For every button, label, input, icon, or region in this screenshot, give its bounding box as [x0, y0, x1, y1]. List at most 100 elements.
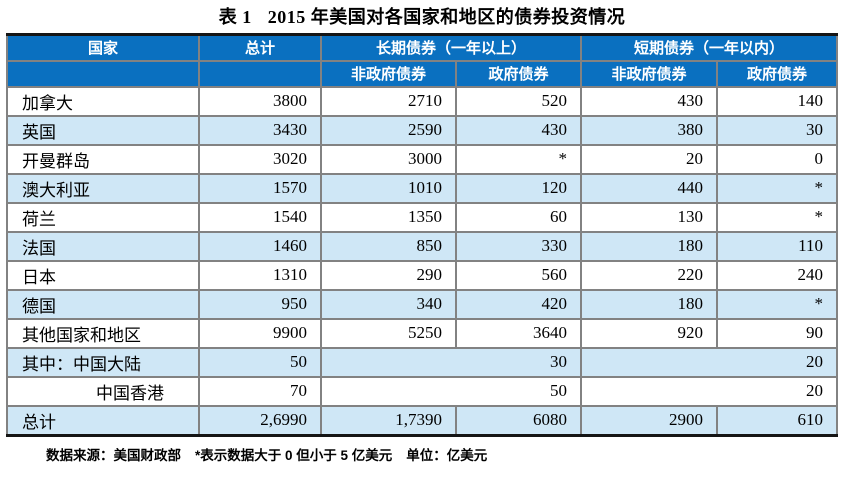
cell-st-gov: 90 [715, 317, 839, 349]
cell-country: 德国 [5, 288, 200, 320]
cell-country: 其中：中国大陆 [5, 346, 200, 378]
cell-total: 3800 [197, 85, 322, 117]
cell-total: 1540 [197, 201, 322, 233]
table-title-label: 表 1 [218, 7, 252, 27]
cell-st-gov: 30 [715, 114, 839, 146]
table-row-others: 其他国家和地区 9900 5250 3640 920 90 [5, 317, 839, 349]
cell-total: 1310 [197, 259, 322, 291]
table-row-australia: 澳大利亚 1570 1010 120 440 * [5, 172, 839, 204]
col-header-long-term: 长期债券（一年以上） [319, 33, 583, 62]
cell-lt-gov: 420 [454, 288, 583, 320]
cell-st-gov: 0 [715, 143, 839, 175]
cell-lt-nongov: 1350 [319, 201, 457, 233]
cell-st-nongov: 180 [580, 230, 718, 262]
cell-lt-gov: 60 [454, 201, 583, 233]
cell-st-gov: 140 [715, 85, 839, 117]
footnote-source: 数据来源：美国财政部 [46, 447, 181, 463]
cell-st-nongov: 180 [580, 288, 718, 320]
table-row-japan: 日本 1310 290 560 220 240 [5, 259, 839, 291]
cell-country: 日本 [5, 259, 200, 291]
cell-lt-nongov: 2590 [319, 114, 457, 146]
cell-country: 加拿大 [5, 85, 200, 117]
cell-st-merged: 20 [579, 346, 839, 378]
table-row-china-mainland: 其中：中国大陆 50 30 20 [5, 346, 839, 378]
cell-lt-gov: 330 [454, 230, 583, 262]
table-row-cayman: 开曼群岛 3020 3000 * 20 0 [5, 143, 839, 175]
cell-st-gov: * [715, 201, 839, 233]
table-row-canada: 加拿大 3800 2710 520 430 140 [5, 85, 839, 117]
table-footnote: 数据来源：美国财政部 *表示数据大于 0 但小于 5 亿美元 单位：亿美元 [46, 444, 844, 464]
cell-lt-nongov: 290 [319, 259, 457, 291]
cell-country: 开曼群岛 [5, 143, 200, 175]
table-row-grand-total: 总计 2,6990 1,7390 6080 2900 610 [5, 404, 839, 436]
cell-lt-nongov: 1,7390 [319, 404, 457, 436]
table-header: 国家 总计 长期债券（一年以上） 短期债券（一年以内） 非政府债券 政府债券 非… [5, 33, 839, 88]
col-header-lt-gov: 政府债券 [454, 59, 583, 88]
cell-country: 澳大利亚 [5, 172, 200, 204]
cell-total: 3430 [197, 114, 322, 146]
cell-lt-nongov: 340 [319, 288, 457, 320]
cell-st-gov: * [715, 172, 839, 204]
cell-country: 总计 [5, 404, 200, 436]
cell-lt-gov: 120 [454, 172, 583, 204]
cell-total: 3020 [197, 143, 322, 175]
cell-country: 中国香港 [5, 375, 200, 407]
cell-lt-nongov: 3000 [319, 143, 457, 175]
cell-total: 1570 [197, 172, 322, 204]
footnote-unit: 单位：亿美元 [406, 447, 488, 463]
cell-country: 法国 [5, 230, 200, 262]
col-header-lt-nongov: 非政府债券 [319, 59, 457, 88]
cell-lt-gov: * [454, 143, 583, 175]
cell-st-nongov: 920 [580, 317, 718, 349]
cell-total: 1460 [197, 230, 322, 262]
header-row-1: 国家 总计 长期债券（一年以上） 短期债券（一年以内） [5, 33, 839, 62]
cell-total: 50 [197, 346, 322, 378]
cell-st-nongov: 440 [580, 172, 718, 204]
table-title: 表 1 2015 年美国对各国家和地区的债券投资情况 [0, 0, 844, 29]
cell-country: 荷兰 [5, 201, 200, 233]
cell-st-gov: 610 [715, 404, 839, 436]
cell-lt-gov: 560 [454, 259, 583, 291]
col-header-total: 总计 [197, 33, 322, 62]
cell-total: 2,6990 [197, 404, 322, 436]
table-row-china-hongkong: 中国香港 70 50 20 [5, 375, 839, 407]
cell-st-nongov: 130 [580, 201, 718, 233]
cell-lt-gov: 6080 [454, 404, 583, 436]
cell-st-nongov: 20 [580, 143, 718, 175]
cell-total: 9900 [197, 317, 322, 349]
cell-st-nongov: 220 [580, 259, 718, 291]
cell-total: 950 [197, 288, 322, 320]
cell-st-nongov: 430 [580, 85, 718, 117]
col-header-country-blank [5, 59, 200, 88]
cell-st-gov: * [715, 288, 839, 320]
col-header-country: 国家 [5, 33, 200, 62]
cell-st-nongov: 380 [580, 114, 718, 146]
col-header-st-nongov: 非政府债券 [580, 59, 718, 88]
table-row-france: 法国 1460 850 330 180 110 [5, 230, 839, 262]
col-header-short-term: 短期债券（一年以内） [579, 33, 839, 62]
cell-st-merged: 20 [579, 375, 839, 407]
table-row-uk: 英国 3430 2590 430 380 30 [5, 114, 839, 146]
cell-lt-gov: 520 [454, 85, 583, 117]
col-header-st-gov: 政府债券 [715, 59, 839, 88]
cell-st-nongov: 2900 [580, 404, 718, 436]
cell-country: 英国 [5, 114, 200, 146]
cell-total: 70 [197, 375, 322, 407]
cell-st-gov: 110 [715, 230, 839, 262]
cell-lt-gov: 3640 [454, 317, 583, 349]
bond-investment-table: 国家 总计 长期债券（一年以上） 短期债券（一年以内） 非政府债券 政府债券 非… [5, 33, 839, 437]
cell-st-gov: 240 [715, 259, 839, 291]
header-row-2: 非政府债券 政府债券 非政府债券 政府债券 [5, 59, 839, 88]
cell-country: 其他国家和地区 [5, 317, 200, 349]
cell-lt-merged: 50 [319, 375, 583, 407]
cell-lt-nongov: 5250 [319, 317, 457, 349]
cell-lt-merged: 30 [319, 346, 583, 378]
col-header-total-blank [197, 59, 322, 88]
table-title-text: 2015 年美国对各国家和地区的债券投资情况 [267, 7, 626, 27]
table-body: 加拿大 3800 2710 520 430 140 英国 3430 2590 4… [5, 85, 839, 436]
table-row-netherlands: 荷兰 1540 1350 60 130 * [5, 201, 839, 233]
cell-lt-nongov: 2710 [319, 85, 457, 117]
cell-lt-gov: 430 [454, 114, 583, 146]
cell-lt-nongov: 850 [319, 230, 457, 262]
